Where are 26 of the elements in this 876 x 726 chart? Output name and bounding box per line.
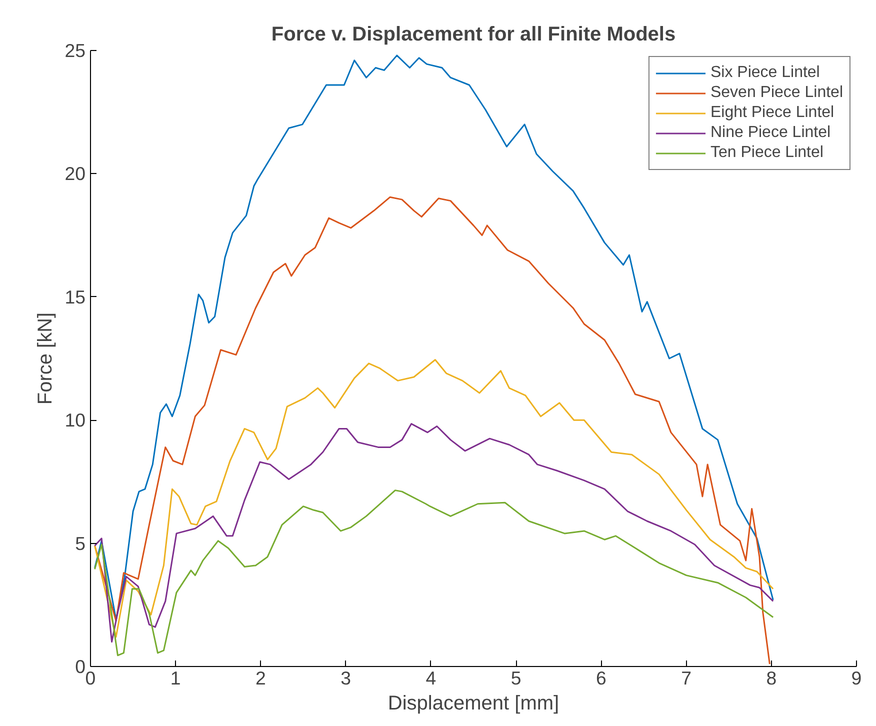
x-axis-title: Displacement [mm] xyxy=(388,692,560,714)
y-tick-label: 25 xyxy=(64,40,86,61)
line-series xyxy=(94,358,774,638)
x-tick-label: 2 xyxy=(256,668,266,688)
x-tick-label: 6 xyxy=(596,668,606,688)
legend-label: Ten Piece Lintel xyxy=(710,144,824,162)
x-tick-label: 9 xyxy=(851,668,862,688)
y-tick-label: 20 xyxy=(64,163,86,184)
x-tick-label: 3 xyxy=(340,668,352,688)
line-series xyxy=(94,423,774,643)
x-tick-label: 1 xyxy=(170,668,181,688)
legend-label: Eight Piece Lintel xyxy=(710,104,834,122)
y-axis-title: Force [kN] xyxy=(34,312,57,405)
line-series xyxy=(94,490,774,656)
legend-label: Seven Piece Lintel xyxy=(710,84,843,102)
x-tick-label: 8 xyxy=(766,668,777,688)
x-tick-label: 4 xyxy=(426,668,436,688)
legend-label: Nine Piece Lintel xyxy=(710,124,831,142)
chart-title: Force v. Displacement for all Finite Models xyxy=(271,24,676,46)
x-tick-label: 7 xyxy=(681,668,692,688)
x-tick-label: 5 xyxy=(510,668,522,688)
y-tick-label: 10 xyxy=(64,410,86,431)
y-tick-label: 15 xyxy=(64,286,86,308)
line-series xyxy=(94,196,770,665)
y-tick-label: 5 xyxy=(75,532,86,554)
legend-label: Six Piece Lintel xyxy=(710,64,820,82)
